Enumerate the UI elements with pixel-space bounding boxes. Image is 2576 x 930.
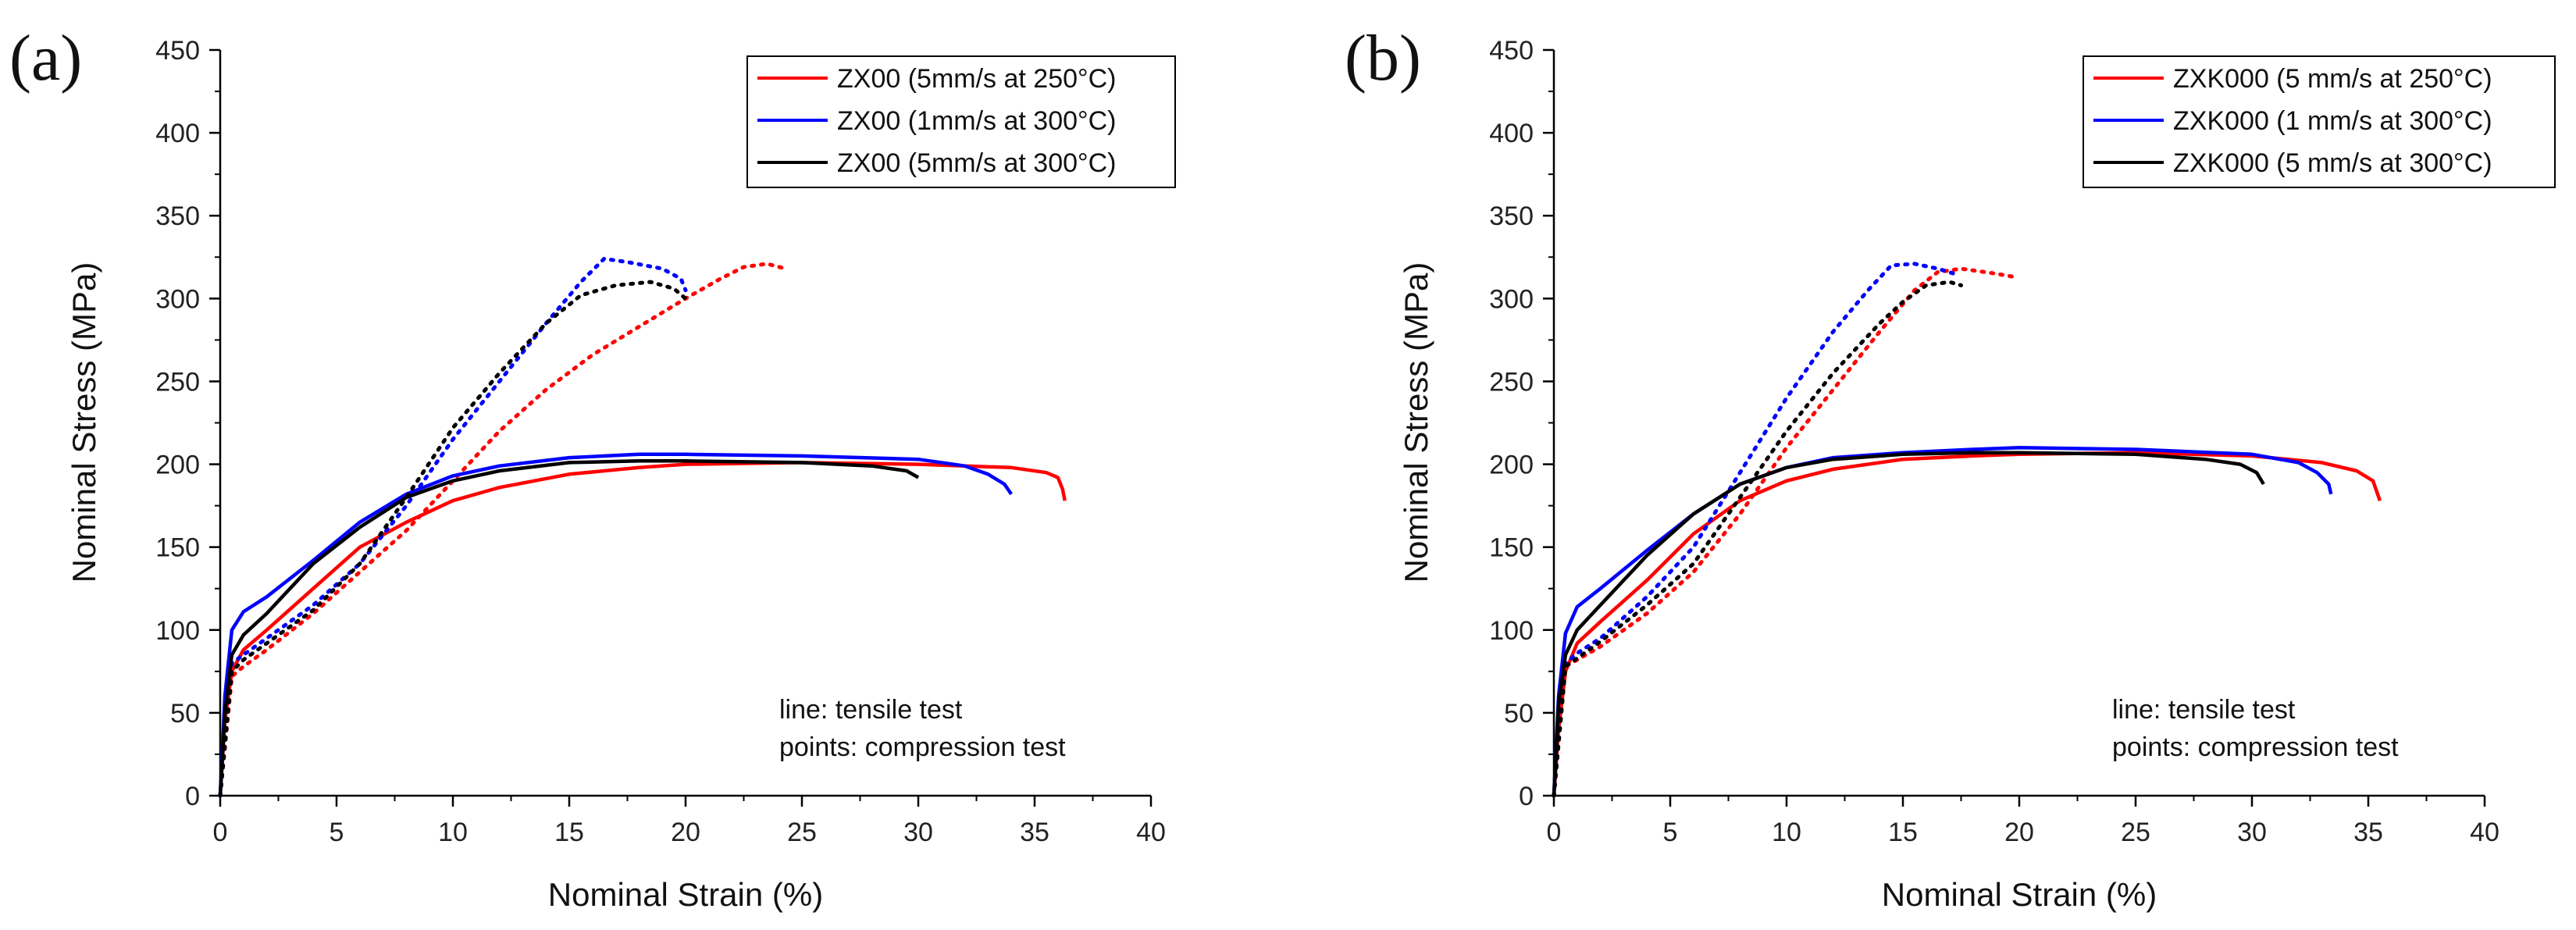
series-b-1-compression (1552, 262, 1957, 798)
series-a-1-tensile (218, 452, 1014, 796)
y-tick-label: 450 (155, 36, 200, 66)
series-b-2-tensile (1552, 451, 2265, 796)
x-tick-label: 35 (2353, 818, 2383, 847)
x-tick-label: 25 (2121, 818, 2150, 847)
y-tick-label: 450 (1489, 36, 1534, 66)
y-tick-label: 100 (155, 616, 200, 646)
y-tick-label: 350 (155, 201, 200, 231)
y-tick-label: 300 (1489, 284, 1534, 314)
series-group-b (1552, 262, 2382, 798)
ticks-a: 0 5 10 15 20 25 30 35 40050100150200250300350400… (155, 36, 1166, 847)
y-axis-title-b: Nominal Stress (MPa) (1398, 262, 1434, 583)
series-a-0-compression (218, 262, 788, 798)
y-tick-label: 50 (1504, 699, 1534, 729)
x-tick-label: 30 (2237, 818, 2267, 847)
series-a-0-tensile (218, 461, 1067, 796)
y-tick-label: 300 (155, 284, 200, 314)
y-tick-label: 100 (1489, 616, 1534, 646)
series-b-0-tensile (1552, 451, 2382, 796)
legend-label-b-2: ZXK000 (5 mm/s at 300°C) (2173, 148, 2492, 178)
x-tick-label: 0 (213, 818, 228, 847)
x-tick-label: 30 (903, 818, 933, 847)
annotation-a-line: line: tensile test (779, 695, 963, 725)
y-tick-label: 200 (155, 451, 200, 480)
legend-b: ZXK000 (5 mm/s at 250°C) ZXK000 (1 mm/s … (2083, 55, 2556, 188)
x-tick-label: 0 (1547, 818, 1562, 847)
x-axis-title-a: Nominal Strain (%) (548, 876, 823, 913)
series-a-1-compression (218, 256, 688, 798)
series-b-2-compression (1552, 280, 1963, 798)
x-tick-label: 10 (438, 818, 468, 847)
series-a-2-tensile (218, 459, 920, 796)
y-tick-label: 250 (1489, 367, 1534, 397)
plot-area-a: 0 5 10 15 20 25 30 35 40050100150200250300350400… (155, 36, 1166, 847)
series-b-0-compression (1552, 266, 2017, 798)
y-tick-label: 400 (1489, 119, 1534, 148)
x-tick-label: 25 (787, 818, 817, 847)
y-tick-label: 150 (1489, 533, 1534, 563)
x-tick-label: 20 (2004, 818, 2034, 847)
x-tick-label: 40 (1136, 818, 1166, 847)
y-axis-title-a: Nominal Stress (MPa) (66, 262, 102, 583)
panel-b: (b) 0 5 10 15 20 25 30 35 4005010015020025030035… (1345, 22, 2556, 913)
x-tick-label: 40 (2470, 818, 2499, 847)
legend-label-b-1: ZXK000 (1 mm/s at 300°C) (2173, 106, 2492, 136)
legend-label-a-0: ZX00 (5mm/s at 250°C) (837, 64, 1116, 94)
ticks-b: 0 5 10 15 20 25 30 35 40050100150200250300350400… (1489, 36, 2499, 847)
y-tick-label: 200 (1489, 451, 1534, 480)
x-tick-label: 10 (1772, 818, 1801, 847)
x-axis-title-b: Nominal Strain (%) (1882, 876, 2157, 913)
series-a-2-compression (218, 280, 688, 798)
y-tick-label: 350 (1489, 201, 1534, 231)
x-tick-label: 15 (554, 818, 584, 847)
annotation-b-points: points: compression test (2112, 732, 2399, 762)
x-tick-label: 35 (1020, 818, 1049, 847)
panel-a: (a) 0 5 10 15 20 25 30 35 4005010015020025030035… (9, 22, 1176, 913)
legend-label-b-0: ZXK000 (5 mm/s at 250°C) (2173, 64, 2492, 94)
x-tick-label: 15 (1888, 818, 1918, 847)
annotation-a-points: points: compression test (779, 732, 1066, 762)
y-tick-label: 400 (155, 119, 200, 148)
x-tick-label: 5 (330, 818, 344, 847)
y-tick-label: 150 (155, 533, 200, 563)
legend-a: ZX00 (5mm/s at 250°C) ZX00 (1mm/s at 300… (746, 55, 1176, 188)
legend-label-a-1: ZX00 (1mm/s at 300°C) (837, 106, 1116, 136)
x-tick-label: 5 (1663, 818, 1678, 847)
y-tick-label: 0 (185, 782, 200, 811)
series-group-a (218, 256, 1067, 798)
panel-b-label: (b) (1345, 22, 1421, 94)
plot-area-b: 0 5 10 15 20 25 30 35 40050100150200250300350400… (1489, 36, 2499, 847)
panel-a-label: (a) (9, 22, 82, 94)
y-tick-label: 50 (170, 699, 200, 729)
legend-label-a-2: ZX00 (5mm/s at 300°C) (837, 148, 1116, 178)
x-tick-label: 20 (671, 818, 700, 847)
annotation-b-line: line: tensile test (2112, 695, 2296, 725)
y-tick-label: 250 (155, 367, 200, 397)
y-tick-label: 0 (1519, 782, 1534, 811)
